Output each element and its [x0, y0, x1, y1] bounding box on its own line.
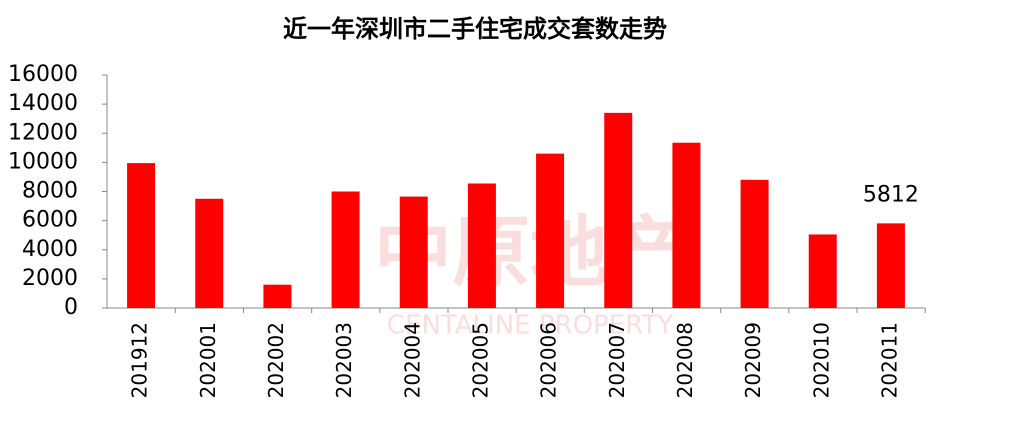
bar: [536, 153, 565, 308]
y-tick-label: 8000: [22, 179, 78, 204]
x-tick-label: 202004: [400, 322, 424, 398]
y-tick-label: 2000: [22, 266, 78, 291]
bar: [740, 179, 769, 308]
x-tick-label: 202007: [605, 322, 629, 398]
chart-title: 近一年深圳市二手住宅成交套数走势: [283, 15, 667, 43]
bar: [876, 223, 905, 308]
x-tick-label: 202008: [673, 322, 697, 398]
x-tick-label: 202010: [809, 322, 833, 398]
y-tick-label: 12000: [8, 120, 78, 145]
x-tick-label: 202006: [537, 322, 561, 398]
watermark-en: CENTALINE PROPERTY: [387, 311, 673, 341]
x-tick-label: 202003: [332, 322, 356, 398]
y-tick-label: 4000: [22, 237, 78, 262]
x-tick-label: 201912: [128, 322, 152, 398]
x-tick-label: 202001: [196, 322, 220, 398]
y-tick-label: 14000: [8, 91, 78, 116]
bar: [808, 234, 837, 308]
y-tick-label: 6000: [22, 208, 78, 233]
bar: [263, 284, 292, 308]
x-tick-label: 202009: [741, 322, 765, 398]
bar: [467, 183, 496, 308]
x-tick-label: 202011: [877, 322, 901, 398]
bar: [331, 191, 360, 308]
y-tick-label: 0: [64, 295, 78, 320]
data-label: 5812: [863, 182, 919, 207]
y-tick-label: 10000: [8, 149, 78, 174]
bar: [195, 198, 224, 308]
bar: [399, 196, 428, 308]
x-tick-label: 202005: [468, 322, 492, 398]
bar: [672, 142, 701, 308]
x-tick-label: 202002: [264, 322, 288, 398]
bar: [127, 163, 156, 308]
bar: [604, 112, 633, 308]
y-tick-label: 16000: [8, 62, 78, 87]
